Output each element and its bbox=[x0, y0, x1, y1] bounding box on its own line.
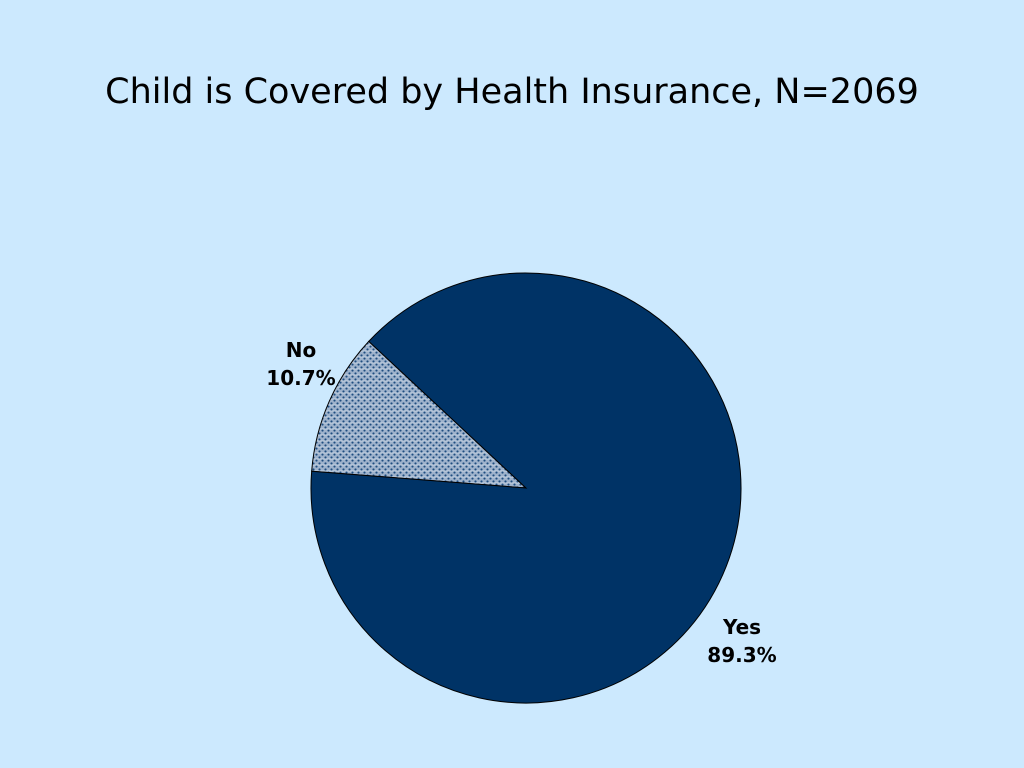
slice-label-yes: Yes bbox=[722, 615, 761, 639]
pie-slice-no bbox=[311, 340, 528, 489]
slice-value-label-no: 10.7% bbox=[266, 366, 335, 390]
chart-title: Child is Covered by Health Insurance, N=… bbox=[105, 72, 919, 112]
slice-value-label-yes: 89.3% bbox=[707, 643, 776, 667]
pie-slice-yes bbox=[310, 272, 742, 704]
slice-label-no: No bbox=[286, 338, 316, 362]
